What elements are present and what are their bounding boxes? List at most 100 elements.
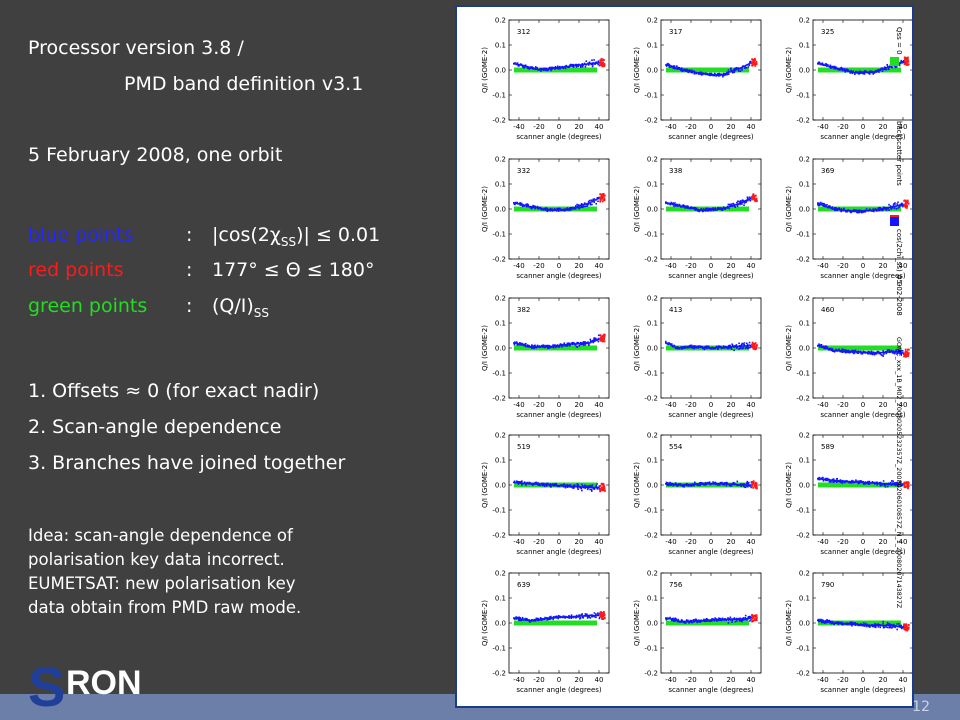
x-tick-label: -40 (513, 401, 524, 409)
y-tick-label: 0.2 (495, 432, 506, 440)
x-tick-label: 0 (557, 401, 561, 409)
sron-logo: S RON (28, 655, 142, 714)
x-tick-label: 20 (727, 538, 736, 546)
red-points (599, 611, 606, 620)
x-tick-label: 20 (727, 123, 736, 131)
x-axis-label: scanner angle (degrees) (820, 686, 906, 694)
y-axis-label: Q/I (GOME-2) (785, 325, 793, 371)
y-tick-label: 0.0 (799, 482, 810, 490)
y-tick-label: -0.1 (644, 370, 658, 378)
y-tick-label: -0.2 (644, 256, 658, 264)
x-tick-label: 0 (557, 262, 561, 270)
x-tick-label: 0 (709, 123, 713, 131)
x-tick-label: -40 (513, 262, 524, 270)
idea-line-1: Idea: scan-angle dependence of (28, 526, 293, 545)
x-tick-label: 40 (595, 538, 604, 546)
side-legend-label: Qss = 0 (895, 27, 903, 55)
red-points (751, 614, 758, 623)
x-tick-label: 20 (879, 401, 888, 409)
y-tick-label: 0.2 (799, 17, 810, 25)
y-tick-label: 0.2 (799, 432, 810, 440)
x-axis-label: scanner angle (degrees) (820, 133, 906, 141)
blue-points (817, 618, 905, 631)
side-legend-label: backscatter points (895, 121, 903, 186)
y-tick-label: -0.1 (644, 507, 658, 515)
x-tick-label: 40 (899, 262, 908, 270)
x-axis-label: scanner angle (degrees) (820, 548, 906, 556)
x-tick-label: 0 (861, 401, 865, 409)
x-tick-label: 0 (709, 676, 713, 684)
y-axis-label: Q/I (GOME-2) (785, 186, 793, 232)
x-tick-label: 20 (727, 401, 736, 409)
y-tick-label: -0.2 (492, 256, 506, 264)
y-tick-label: 0.0 (647, 345, 658, 353)
x-tick-label: -20 (837, 676, 848, 684)
x-tick-label: 20 (727, 262, 736, 270)
x-tick-label: -20 (533, 262, 544, 270)
y-tick-label: 0.0 (495, 206, 506, 214)
y-tick-label: -0.1 (644, 645, 658, 653)
blue-points (513, 612, 601, 623)
y-tick-label: 0.0 (799, 345, 810, 353)
x-tick-label: 20 (879, 538, 888, 546)
x-tick-label: -20 (837, 538, 848, 546)
y-tick-label: -0.1 (492, 645, 506, 653)
x-tick-label: -20 (533, 538, 544, 546)
blue-points (513, 480, 601, 492)
y-tick-label: 0.0 (799, 206, 810, 214)
x-tick-label: 0 (861, 676, 865, 684)
red-points (751, 193, 758, 203)
y-tick-label: -0.1 (796, 370, 810, 378)
y-axis-label: Q/I (GOME-2) (481, 600, 489, 646)
blue-points (665, 340, 753, 352)
title-line-1: Processor version 3.8 / (28, 37, 244, 59)
y-tick-label: 0.1 (799, 181, 810, 189)
x-tick-label: -20 (685, 123, 696, 131)
x-tick-label: -20 (533, 676, 544, 684)
y-axis-label: Q/I (GOME-2) (633, 325, 641, 371)
panel-label: 790 (821, 581, 834, 589)
x-tick-label: 40 (899, 676, 908, 684)
x-tick-label: 20 (879, 262, 888, 270)
x-tick-label: -40 (665, 262, 676, 270)
x-tick-label: 0 (557, 538, 561, 546)
red-points (599, 193, 606, 203)
x-tick-label: 0 (557, 676, 561, 684)
x-tick-label: 40 (595, 676, 604, 684)
red-points (903, 199, 910, 209)
legend-red-sep: : (186, 259, 193, 281)
y-tick-label: 0.2 (647, 432, 658, 440)
x-tick-label: -40 (513, 123, 524, 131)
y-tick-label: 0.2 (495, 295, 506, 303)
y-tick-label: -0.1 (796, 231, 810, 239)
x-tick-label: 40 (595, 123, 604, 131)
blue-points (665, 614, 753, 624)
x-tick-label: 40 (747, 538, 756, 546)
x-tick-label: 40 (899, 401, 908, 409)
x-tick-label: -20 (685, 401, 696, 409)
panel-label: 325 (821, 28, 834, 36)
red-points (751, 480, 758, 490)
x-tick-label: -40 (665, 401, 676, 409)
y-axis-label: Q/I (GOME-2) (785, 47, 793, 93)
y-tick-label: 0.0 (495, 620, 506, 628)
panel-332: -0.2 -0.1 0.0 0.1 0.2 -40 -20 0 20 40 scanner angl… (481, 156, 610, 280)
y-tick-label: -0.1 (492, 507, 506, 515)
y-tick-label: 0.2 (647, 17, 658, 25)
panel-369: -0.2 -0.1 0.0 0.1 0.2 -40 -20 0 20 40 scanner angl… (785, 156, 912, 280)
blue-points (817, 476, 905, 488)
x-tick-label: 0 (709, 538, 713, 546)
panel-label: 554 (669, 443, 683, 451)
panel-382: -0.2 -0.1 0.0 0.1 0.2 -40 -20 0 20 40 scanner angl… (481, 295, 610, 419)
page-number: 12 (912, 699, 930, 715)
red-points (903, 481, 910, 490)
y-tick-label: -0.1 (492, 231, 506, 239)
x-tick-label: 0 (709, 401, 713, 409)
x-tick-label: -20 (685, 676, 696, 684)
y-tick-label: -0.1 (796, 645, 810, 653)
x-axis-label: scanner angle (degrees) (516, 411, 602, 419)
idea-line-4: data obtain from PMD raw mode. (28, 598, 302, 617)
x-tick-label: 20 (879, 676, 888, 684)
x-tick-label: 20 (879, 123, 888, 131)
